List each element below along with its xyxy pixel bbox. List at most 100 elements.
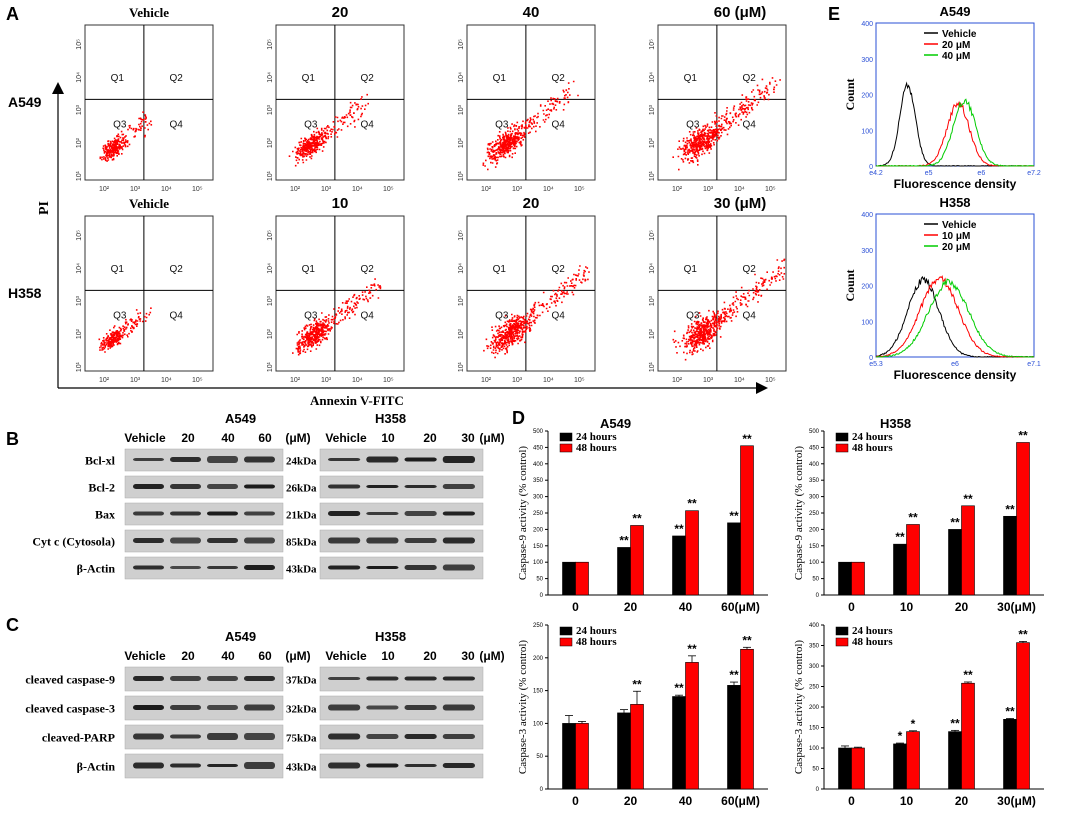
significance-mark: **	[1018, 428, 1028, 442]
y-tick-label: 0	[540, 593, 544, 599]
chart-title-a549: A549	[600, 416, 631, 431]
x-tick-label: e6	[977, 170, 985, 177]
quadrant-label-q3: Q3	[304, 310, 318, 321]
blot-band	[170, 484, 201, 489]
x-tick: 10²	[99, 186, 110, 193]
blot-band	[442, 734, 475, 739]
blot-strip	[124, 502, 284, 526]
blot-band	[366, 456, 399, 463]
y-tick-label: 0	[540, 787, 544, 793]
y-tick: 10¹	[267, 170, 274, 181]
y-tick: 10²	[458, 137, 465, 148]
y-tick: 10³	[76, 295, 83, 306]
protein-label: Bax	[95, 508, 115, 522]
blot-band	[244, 733, 275, 740]
blot-band	[328, 511, 361, 516]
protein-label: Bcl-xl	[85, 454, 116, 468]
x-tick: 10²	[290, 186, 301, 193]
blot-band	[244, 537, 275, 544]
blot-band	[366, 705, 399, 710]
y-tick-label: 200	[533, 527, 544, 533]
y-tick-label: 200	[533, 656, 544, 662]
blot-band	[366, 537, 399, 544]
y-tick: 10¹	[267, 361, 274, 372]
blot-band	[442, 484, 475, 489]
size-label: 75kDa	[286, 733, 317, 745]
y-tick-label: 100	[861, 128, 873, 135]
legend-swatch	[835, 626, 849, 636]
y-tick: 10²	[76, 137, 83, 148]
y-tick-label: 100	[533, 560, 544, 566]
y-tick: 10¹	[76, 170, 83, 181]
panel-letter-d: D	[512, 408, 525, 428]
plot-frame	[657, 215, 787, 372]
x-category-label: 0	[848, 794, 855, 808]
quadrant-label-q3: Q3	[113, 119, 127, 130]
blot-band	[442, 456, 475, 463]
legend-label: 24 hours	[576, 625, 617, 637]
blot-band	[170, 763, 201, 768]
blot-band	[207, 566, 238, 569]
blot-band	[366, 566, 399, 569]
x-axis-title: Fluorescence density	[894, 177, 1017, 191]
y-tick: 10⁴	[649, 263, 656, 274]
chart-title-h358: H358	[880, 416, 911, 431]
row-label-a549: A549	[8, 94, 42, 110]
bar-48-hours	[1016, 442, 1030, 596]
blot-band	[404, 511, 437, 516]
protein-label: Cyt c (Cytosola)	[32, 535, 115, 549]
y-tick-label: 450	[809, 445, 820, 451]
lane-label: 40	[221, 431, 235, 445]
blot-band	[170, 511, 201, 516]
x-tick: 10⁵	[574, 186, 585, 193]
x-tick: 10³	[703, 186, 714, 193]
significance-mark: **	[895, 530, 905, 544]
y-tick-label: 0	[816, 593, 820, 599]
axis-pi-arrow	[52, 82, 64, 94]
blot-band	[133, 676, 164, 681]
x-tick: 10⁵	[574, 377, 585, 384]
y-tick-label: 300	[809, 664, 820, 670]
plot-frame	[84, 215, 214, 372]
x-tick: 10⁴	[161, 186, 172, 193]
row-label-h358: H358	[8, 285, 42, 301]
blot-band	[328, 733, 361, 740]
x-tick: 10⁴	[543, 377, 554, 384]
histogram: A549 0 100 200 300 400 e4.2 e5 e6 e7.2 Count Fluore…	[843, 4, 1041, 191]
x-axis-label: Annexin V-FITC	[310, 393, 404, 408]
blot-band	[404, 457, 437, 462]
blot-band	[244, 565, 275, 570]
bar-24-hours	[893, 743, 907, 790]
blot-band	[404, 734, 437, 739]
y-tick-label: 0	[816, 787, 820, 793]
y-tick-label: 500	[809, 429, 820, 435]
blot-band	[207, 733, 238, 740]
quadrant-label-q2: Q2	[551, 73, 565, 84]
y-tick: 10³	[267, 295, 274, 306]
y-tick-label: 50	[812, 577, 819, 583]
legend-swatch	[559, 626, 573, 636]
flow-plot: Q1 Q2 Q3 Q4 10² 10³ 10⁴ 10⁵ 10⁵ 10⁴ 10³ 10² 10¹	[267, 215, 405, 384]
x-tick-label: e4.2	[869, 170, 883, 177]
bar-48-hours	[630, 525, 644, 596]
bar-24-hours	[1003, 515, 1017, 596]
blot-band	[133, 458, 164, 461]
y-tick-label: 100	[861, 319, 873, 326]
bar-48-hours	[906, 524, 920, 596]
blot-strip	[319, 475, 484, 499]
panel-letter-b: B	[6, 429, 19, 449]
lane-label: Vehicle	[124, 649, 166, 663]
y-tick-label: 150	[809, 726, 820, 732]
x-category-label: 40	[679, 794, 693, 808]
legend-swatch	[835, 432, 849, 442]
blot-band	[244, 762, 275, 769]
lane-label: (μM)	[285, 649, 310, 663]
y-tick: 10³	[458, 295, 465, 306]
histogram-frame	[875, 22, 1035, 167]
y-tick-label: 50	[536, 577, 543, 583]
y-tick: 10²	[649, 328, 656, 339]
protein-label: cleaved caspase-9	[25, 673, 115, 687]
bar-48-hours	[685, 662, 699, 790]
quadrant-label-q4: Q4	[551, 119, 565, 130]
